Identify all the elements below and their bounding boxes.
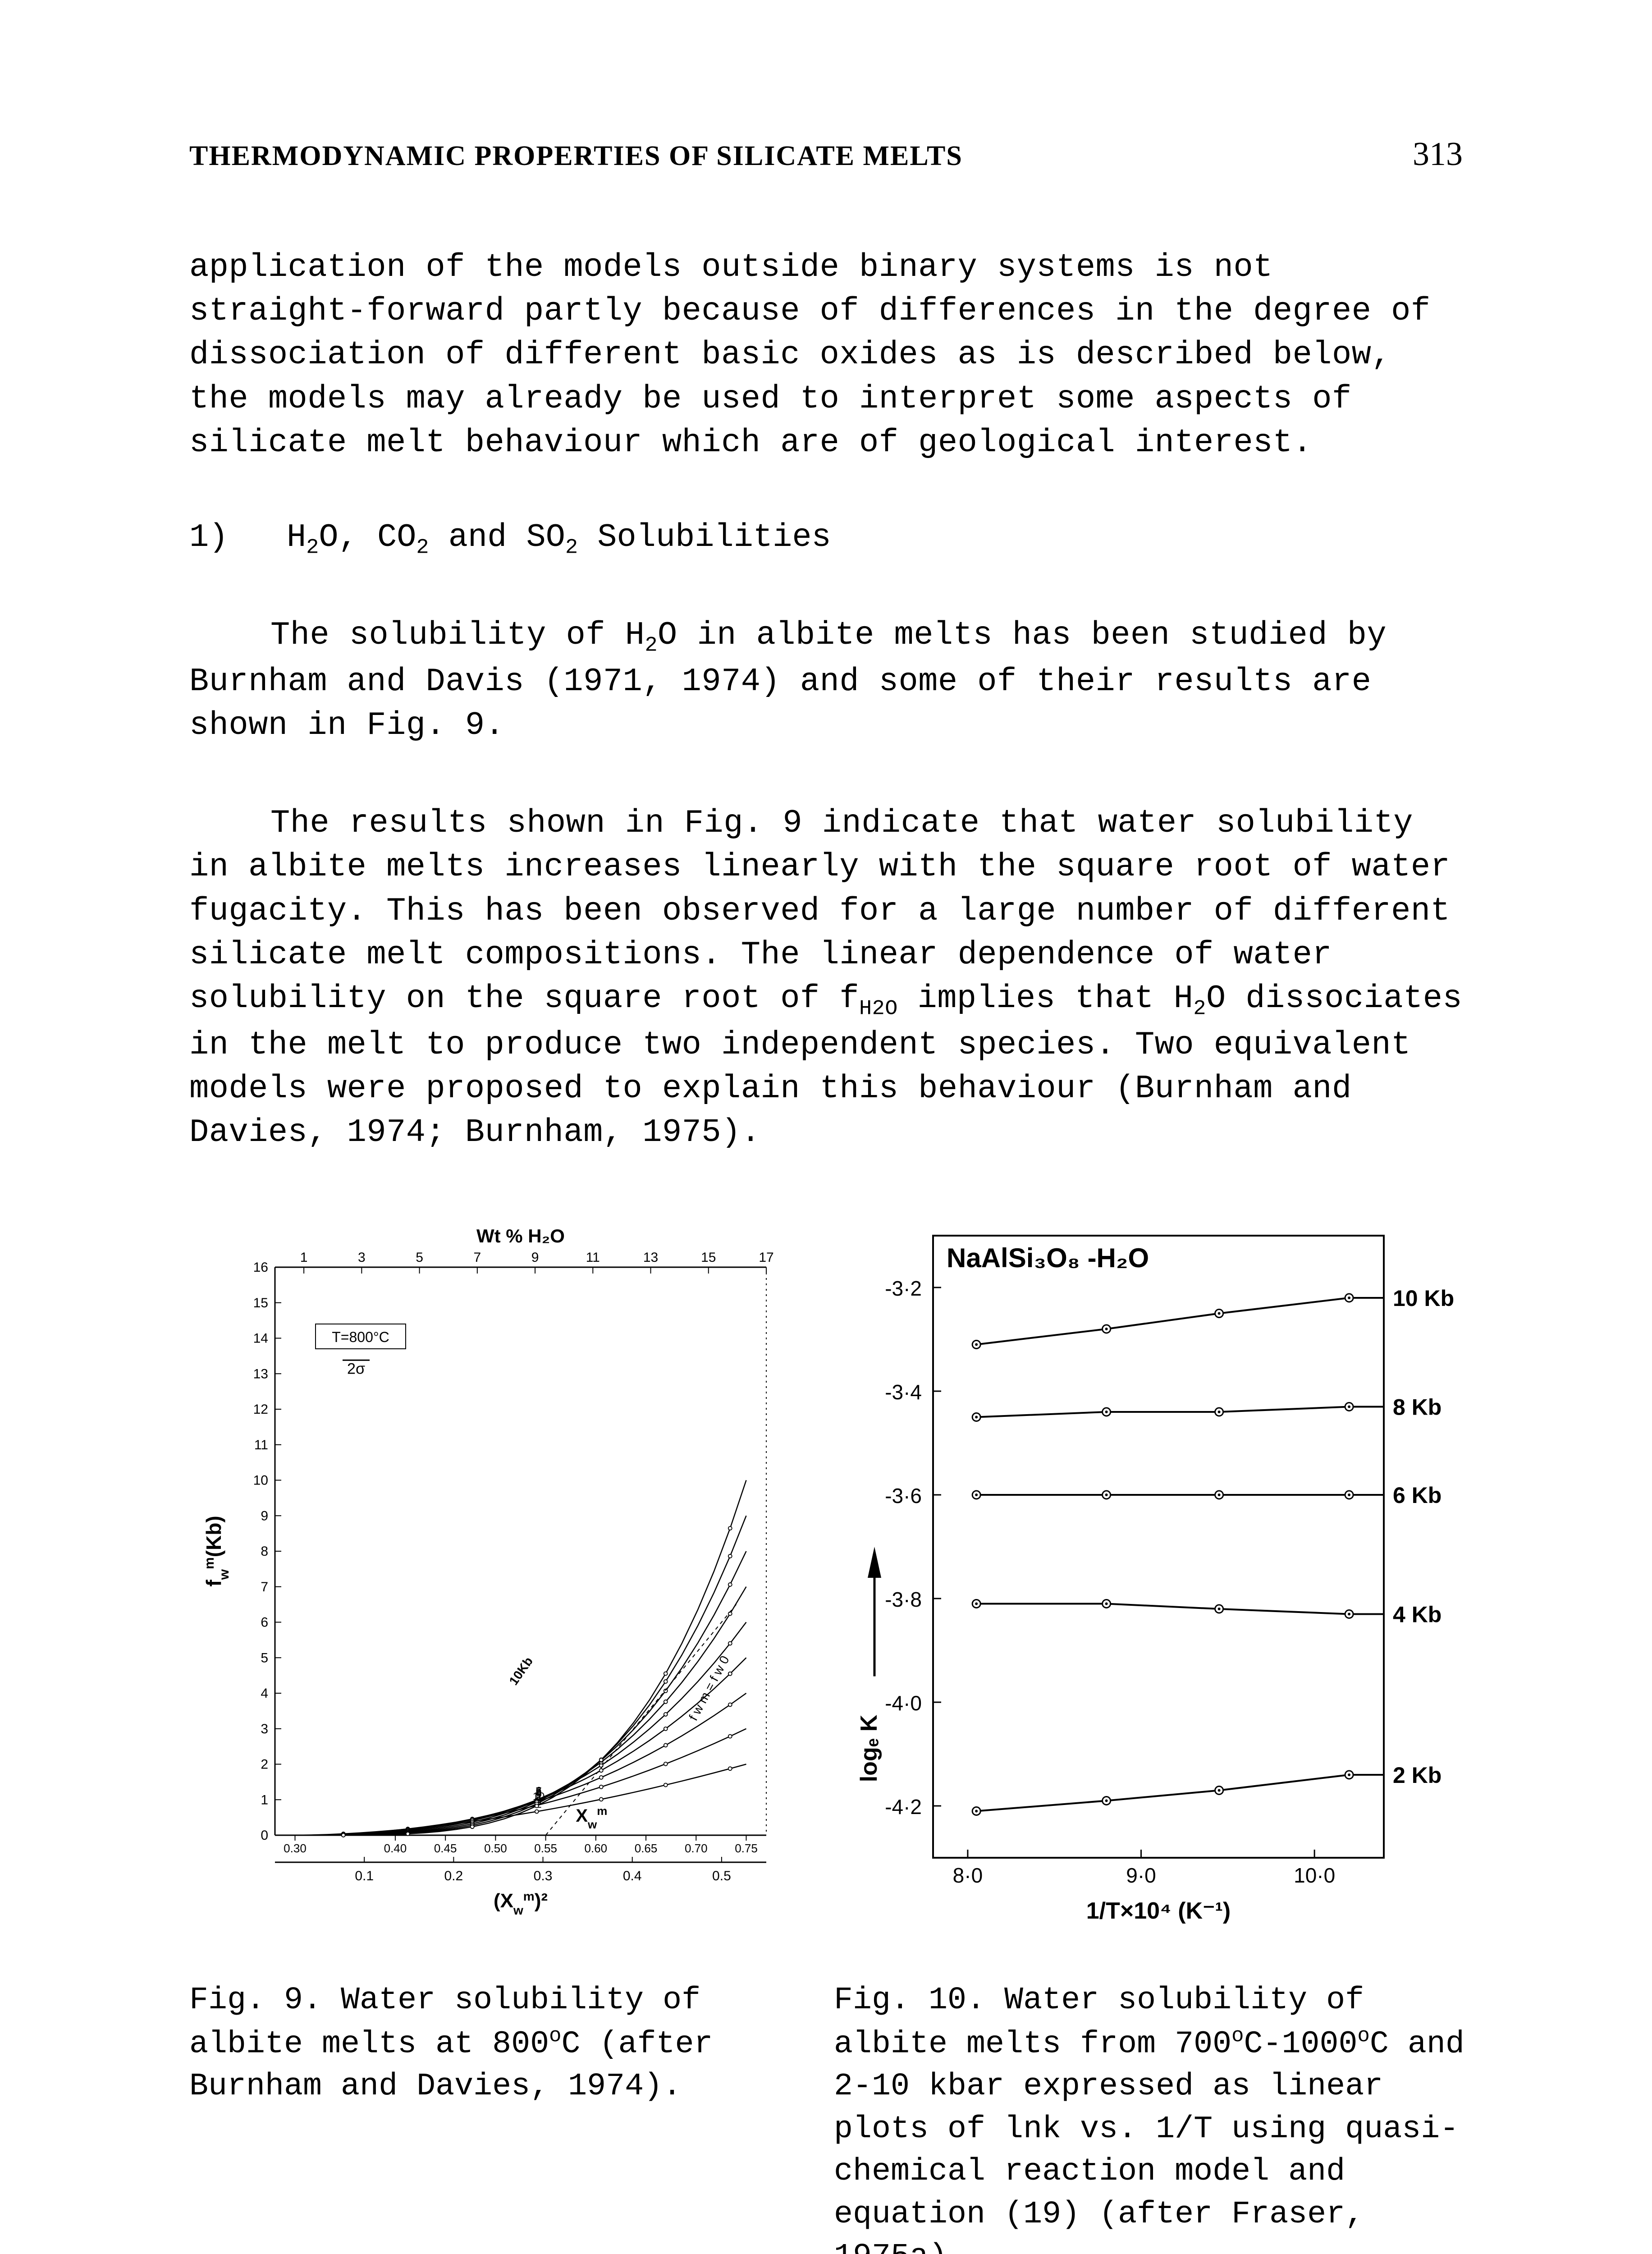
svg-text:0.50: 0.50: [484, 1842, 507, 1855]
svg-text:8 Kb: 8 Kb: [1393, 1395, 1441, 1420]
svg-text:2σ: 2σ: [347, 1360, 365, 1377]
svg-text:9: 9: [261, 1508, 268, 1523]
paragraph-2: The solubility of H2O in albite melts ha…: [189, 614, 1463, 747]
svg-text:10: 10: [533, 1791, 545, 1803]
svg-text:0.40: 0.40: [384, 1842, 407, 1855]
svg-text:9·0: 9·0: [1126, 1864, 1156, 1887]
svg-text:10·0: 10·0: [1294, 1864, 1335, 1887]
svg-text:12: 12: [253, 1402, 268, 1417]
page-root: THERMODYNAMIC PROPERTIES OF SILICATE MEL…: [0, 0, 1652, 2254]
svg-text:0.1: 0.1: [355, 1869, 374, 1883]
svg-text:-3·6: -3·6: [885, 1484, 922, 1507]
paragraph-1: application of the models outside binary…: [189, 246, 1463, 465]
svg-text:logₑ K: logₑ K: [856, 1714, 882, 1782]
svg-text:-4·2: -4·2: [885, 1795, 922, 1819]
figures-row: Wt % H₂O13579111315170123456789101112131…: [189, 1209, 1463, 2254]
svg-text:10 Kb: 10 Kb: [1393, 1286, 1454, 1311]
svg-text:-3·2: -3·2: [885, 1277, 922, 1300]
svg-text:Wt % H₂O: Wt % H₂O: [476, 1225, 565, 1246]
svg-text:1: 1: [261, 1792, 268, 1807]
svg-text:3: 3: [261, 1722, 268, 1736]
svg-text:0.3: 0.3: [534, 1869, 553, 1883]
svg-text:2: 2: [261, 1757, 268, 1772]
fig10-caption: Fig. 10. Water solubility of albite melt…: [834, 1979, 1487, 2254]
figure-9: Wt % H₂O13579111315170123456789101112131…: [189, 1209, 798, 2254]
svg-text:17: 17: [759, 1250, 773, 1265]
svg-text:-3·4: -3·4: [885, 1380, 922, 1404]
svg-text:0.75: 0.75: [735, 1842, 758, 1855]
svg-text:NaAlSi₃O₈ -H₂O: NaAlSi₃O₈ -H₂O: [947, 1243, 1149, 1273]
svg-text:7: 7: [473, 1250, 481, 1265]
svg-text:0.5: 0.5: [712, 1869, 731, 1883]
svg-text:7: 7: [261, 1580, 268, 1594]
svg-text:15: 15: [253, 1296, 268, 1310]
svg-text:11: 11: [586, 1250, 600, 1265]
svg-text:3: 3: [358, 1250, 366, 1265]
svg-text:16: 16: [253, 1260, 268, 1275]
svg-text:5: 5: [416, 1250, 423, 1265]
svg-text:10: 10: [253, 1473, 268, 1488]
fig9-caption: Fig. 9. Water solubility of albite melts…: [189, 1979, 798, 2108]
svg-text:6: 6: [261, 1615, 268, 1630]
section-number: 1): [189, 519, 228, 556]
section-title: H2O, CO2 and SO2 Solubilities: [287, 519, 831, 556]
svg-text:0.55: 0.55: [534, 1842, 557, 1855]
svg-text:0.45: 0.45: [434, 1842, 457, 1855]
svg-text:-3·8: -3·8: [885, 1588, 922, 1611]
page-header: THERMODYNAMIC PROPERTIES OF SILICATE MEL…: [189, 135, 1463, 174]
svg-text:1: 1: [300, 1250, 308, 1265]
svg-text:0.70: 0.70: [685, 1842, 708, 1855]
svg-text:0.60: 0.60: [585, 1842, 608, 1855]
svg-text:0.30: 0.30: [284, 1842, 307, 1855]
svg-text:2 Kb: 2 Kb: [1393, 1763, 1441, 1788]
svg-text:T=800°C: T=800°C: [332, 1329, 389, 1345]
svg-text:6 Kb: 6 Kb: [1393, 1483, 1441, 1508]
svg-text:8: 8: [261, 1544, 268, 1559]
fig10-chart: NaAlSi₃O₈ -H₂O -4·2 -4·0 -3·8 -3·6 -3·4 -3·2 8·…: [834, 1209, 1487, 1952]
svg-text:8·0: 8·0: [953, 1864, 983, 1887]
fig9-chart: Wt % H₂O13579111315170123456789101112131…: [189, 1209, 798, 1952]
svg-text:0: 0: [261, 1828, 268, 1843]
svg-text:13: 13: [643, 1250, 658, 1265]
svg-text:4 Kb: 4 Kb: [1393, 1602, 1441, 1627]
svg-text:0.4: 0.4: [623, 1869, 642, 1883]
svg-text:5: 5: [261, 1650, 268, 1665]
svg-text:13: 13: [253, 1366, 268, 1381]
running-head: THERMODYNAMIC PROPERTIES OF SILICATE MEL…: [189, 140, 963, 172]
svg-text:-4·0: -4·0: [885, 1691, 922, 1715]
page-number: 313: [1413, 135, 1463, 174]
figure-10: NaAlSi₃O₈ -H₂O -4·2 -4·0 -3·8 -3·6 -3·4 -3·2 8·…: [834, 1209, 1487, 2254]
svg-text:9: 9: [531, 1250, 539, 1265]
svg-text:4: 4: [261, 1686, 268, 1701]
svg-text:14: 14: [253, 1331, 268, 1346]
section-heading: 1) H2O, CO2 and SO2 Solubilities: [189, 519, 1463, 559]
svg-text:15: 15: [701, 1250, 716, 1265]
svg-text:0.2: 0.2: [444, 1869, 463, 1883]
paragraph-3: The results shown in Fig. 9 indicate tha…: [189, 802, 1463, 1154]
svg-text:0.65: 0.65: [635, 1842, 658, 1855]
svg-text:11: 11: [254, 1438, 268, 1452]
svg-text:1/T×10⁴ (K⁻¹): 1/T×10⁴ (K⁻¹): [1086, 1898, 1231, 1924]
